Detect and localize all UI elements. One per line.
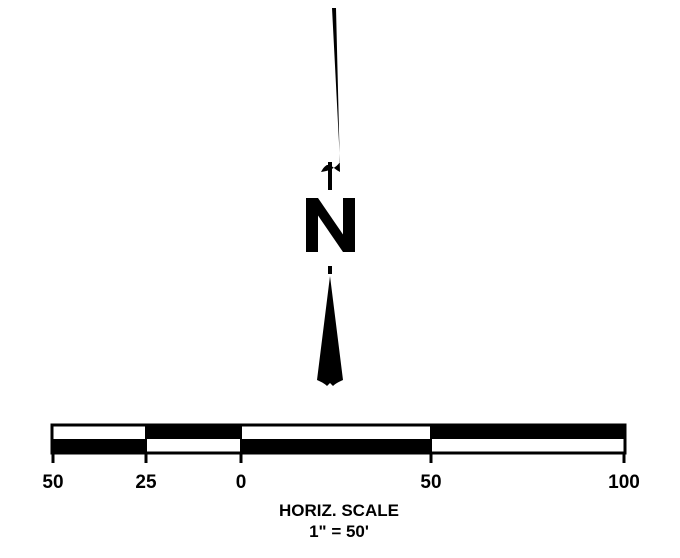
north-arrow-shaft	[328, 162, 332, 190]
north-arrow-upper-head-icon	[321, 8, 340, 172]
scale-bar-segment	[431, 439, 625, 453]
scale-tick-label: 100	[608, 472, 640, 493]
scale-bar-segment	[146, 439, 241, 453]
scale-tick-label: 50	[420, 472, 441, 493]
scale-bar: 50 25 0 50 100 HORIZ. SCALE 1" = 50'	[42, 423, 640, 541]
scale-tick-label: 0	[236, 472, 247, 493]
scale-bar-segment	[52, 425, 146, 439]
scale-title: HORIZ. SCALE	[279, 501, 399, 520]
north-arrow-lower-head-icon	[317, 276, 343, 386]
north-letter-icon	[306, 198, 355, 252]
scale-bar-segment	[431, 425, 625, 439]
scale-bar-segment	[241, 425, 431, 439]
north-arrow-dash	[328, 266, 332, 274]
scale-ratio: 1" = 50'	[309, 522, 369, 541]
north-letter-text: N	[0, 0, 1, 1]
scale-bar-segment	[241, 439, 431, 453]
scale-bar-segment	[146, 425, 241, 439]
scale-bar-outline	[50, 423, 627, 455]
scale-tick-label: 25	[135, 472, 157, 493]
scale-tick-label: 50	[42, 472, 63, 493]
north-arrow: N	[0, 0, 355, 386]
scale-bar-segment	[52, 439, 146, 453]
